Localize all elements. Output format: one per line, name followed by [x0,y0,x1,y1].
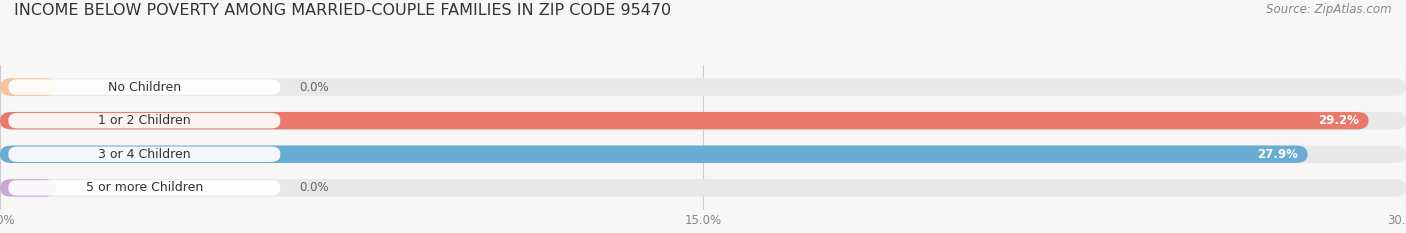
FancyBboxPatch shape [0,112,1368,129]
Text: 0.0%: 0.0% [299,81,329,94]
FancyBboxPatch shape [0,179,1406,197]
FancyBboxPatch shape [8,79,280,95]
FancyBboxPatch shape [0,112,1406,129]
Text: 3 or 4 Children: 3 or 4 Children [98,148,191,161]
FancyBboxPatch shape [8,113,280,128]
Text: 1 or 2 Children: 1 or 2 Children [98,114,191,127]
FancyBboxPatch shape [0,146,1308,163]
FancyBboxPatch shape [8,147,280,162]
Text: 5 or more Children: 5 or more Children [86,181,202,194]
FancyBboxPatch shape [8,180,280,195]
Text: INCOME BELOW POVERTY AMONG MARRIED-COUPLE FAMILIES IN ZIP CODE 95470: INCOME BELOW POVERTY AMONG MARRIED-COUPL… [14,3,671,18]
Text: No Children: No Children [108,81,181,94]
Text: 27.9%: 27.9% [1257,148,1298,161]
Text: Source: ZipAtlas.com: Source: ZipAtlas.com [1267,3,1392,17]
FancyBboxPatch shape [0,179,56,197]
FancyBboxPatch shape [0,146,1406,163]
Text: 29.2%: 29.2% [1319,114,1360,127]
Text: 0.0%: 0.0% [299,181,329,194]
FancyBboxPatch shape [0,78,1406,96]
FancyBboxPatch shape [0,78,56,96]
